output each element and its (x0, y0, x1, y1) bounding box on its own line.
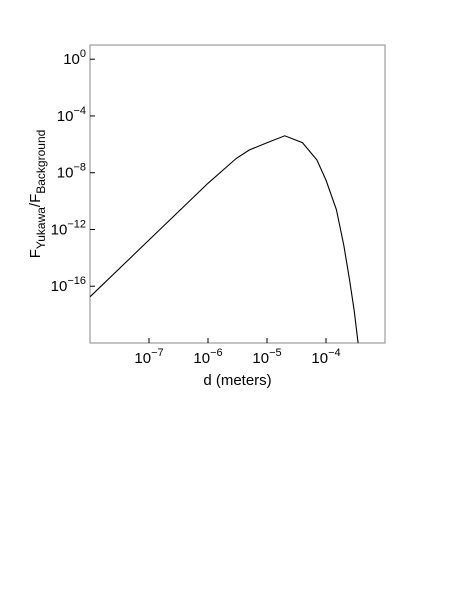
label-text: /F (27, 194, 44, 207)
tick-exponent: −16 (67, 275, 86, 287)
tick-exponent: −4 (73, 105, 86, 117)
tick-exponent: 0 (80, 48, 86, 60)
tick-base: 10 (311, 350, 328, 367)
label-subscript: Yukawa (34, 207, 48, 249)
tick-exponent: −8 (73, 162, 86, 174)
tick-base: 10 (57, 108, 74, 125)
y-axis-label: FYukawa/FBackground (27, 130, 48, 259)
tick-label: 10−12 (51, 218, 86, 238)
tick-label: 10−5 (252, 347, 281, 367)
tick-label: 10−4 (311, 347, 340, 367)
tick-label: 10−4 (57, 105, 86, 125)
tick-label: 10−8 (57, 162, 86, 182)
tick-label: 10−6 (193, 347, 222, 367)
label-text: F (27, 249, 44, 258)
tick-base: 10 (51, 221, 68, 238)
tick-base: 10 (51, 278, 68, 295)
tick-base: 10 (63, 51, 80, 68)
tick-base: 10 (193, 350, 210, 367)
tick-exponent: −7 (151, 347, 164, 359)
tick-base: 10 (57, 165, 74, 182)
tick-label: 10−16 (51, 275, 86, 295)
tick-label: 10−7 (134, 347, 163, 367)
tick-exponent: −12 (67, 218, 86, 230)
tick-base: 10 (252, 350, 269, 367)
tick-exponent: −5 (269, 347, 282, 359)
tick-label: 100 (63, 48, 86, 68)
x-axis-label: d (meters) (203, 372, 271, 389)
plot-frame (89, 44, 386, 344)
data-line (90, 135, 359, 343)
tick-exponent: −6 (210, 347, 223, 359)
label-subscript: Background (34, 130, 48, 194)
tick-base: 10 (134, 350, 151, 367)
tick-exponent: −4 (328, 347, 341, 359)
